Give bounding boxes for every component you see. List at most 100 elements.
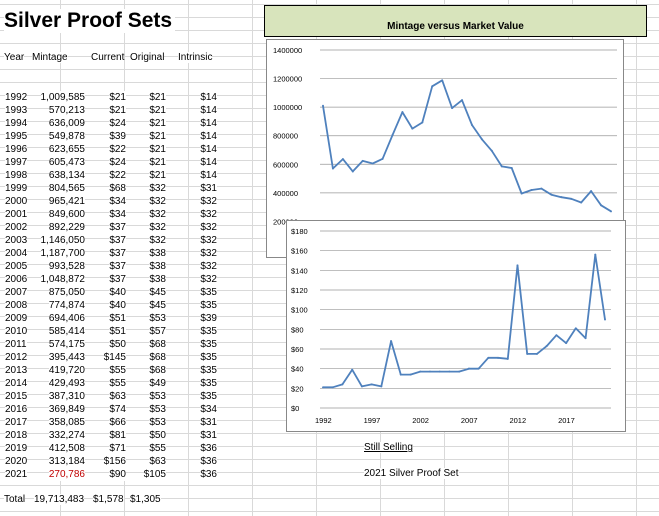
cell-year[interactable]: 1995 xyxy=(5,130,28,143)
cell-intrinsic[interactable]: $35 xyxy=(200,338,217,351)
cell-intrinsic[interactable]: $32 xyxy=(200,195,217,208)
cell-year[interactable]: 2017 xyxy=(5,416,28,429)
cell-mintage[interactable]: 313,184 xyxy=(48,455,85,468)
cell-original[interactable]: $32 xyxy=(149,221,166,234)
cell-current[interactable]: $145 xyxy=(103,351,126,364)
cell-original[interactable]: $105 xyxy=(143,468,166,481)
cell-intrinsic[interactable]: $35 xyxy=(200,299,217,312)
cell-year[interactable]: 2000 xyxy=(5,195,28,208)
cell-year[interactable]: 2001 xyxy=(5,208,28,221)
cell-original[interactable]: $21 xyxy=(149,104,166,117)
cell-mintage[interactable]: 574,175 xyxy=(48,338,85,351)
cell-original[interactable]: $32 xyxy=(149,195,166,208)
cell-year[interactable]: 2006 xyxy=(5,273,28,286)
cell-mintage[interactable]: 429,493 xyxy=(48,377,85,390)
cell-original[interactable]: $68 xyxy=(149,364,166,377)
cell-mintage[interactable]: 1,187,700 xyxy=(40,247,85,260)
cell-year[interactable]: 2004 xyxy=(5,247,28,260)
cell-mintage[interactable]: 1,146,050 xyxy=(40,234,85,247)
cell-mintage[interactable]: 395,443 xyxy=(48,351,85,364)
cell-year[interactable]: 1993 xyxy=(5,104,28,117)
cell-original[interactable]: $53 xyxy=(149,403,166,416)
cell-intrinsic[interactable]: $31 xyxy=(200,182,217,195)
cell-intrinsic[interactable]: $14 xyxy=(200,117,217,130)
cell-mintage[interactable]: 1,009,585 xyxy=(40,91,85,104)
cell-mintage[interactable]: 585,414 xyxy=(48,325,85,338)
cell-mintage[interactable]: 1,048,872 xyxy=(40,273,85,286)
cell-intrinsic[interactable]: $32 xyxy=(200,273,217,286)
cell-mintage[interactable]: 369,849 xyxy=(48,403,85,416)
cell-mintage[interactable]: 993,528 xyxy=(48,260,85,273)
cell-current[interactable]: $50 xyxy=(109,338,126,351)
cell-current[interactable]: $37 xyxy=(109,234,126,247)
cell-mintage[interactable]: 332,274 xyxy=(48,429,85,442)
cell-intrinsic[interactable]: $32 xyxy=(200,260,217,273)
cell-original[interactable]: $32 xyxy=(149,182,166,195)
cell-year[interactable]: 2018 xyxy=(5,429,28,442)
cell-original[interactable]: $38 xyxy=(149,247,166,260)
cell-current[interactable]: $22 xyxy=(109,143,126,156)
cell-current[interactable]: $66 xyxy=(109,416,126,429)
cell-original[interactable]: $21 xyxy=(149,130,166,143)
cell-mintage[interactable]: 892,229 xyxy=(48,221,85,234)
cell-year[interactable]: 2009 xyxy=(5,312,28,325)
cell-mintage[interactable]: 636,009 xyxy=(48,117,85,130)
chart-title[interactable]: Mintage versus Market Value xyxy=(264,5,647,37)
cell-mintage[interactable]: 849,600 xyxy=(48,208,85,221)
cell-original[interactable]: $53 xyxy=(149,390,166,403)
cell-mintage[interactable]: 638,134 xyxy=(48,169,85,182)
cell-year[interactable]: 1998 xyxy=(5,169,28,182)
cell-year[interactable]: 2015 xyxy=(5,390,28,403)
cell-current[interactable]: $90 xyxy=(109,468,126,481)
cell-year[interactable]: 2014 xyxy=(5,377,28,390)
cell-current[interactable]: $24 xyxy=(109,156,126,169)
cell-current[interactable]: $74 xyxy=(109,403,126,416)
cell-current[interactable]: $34 xyxy=(109,208,126,221)
cell-intrinsic[interactable]: $31 xyxy=(200,429,217,442)
cell-current[interactable]: $39 xyxy=(109,130,126,143)
cell-intrinsic[interactable]: $34 xyxy=(200,403,217,416)
cell-year[interactable]: 2011 xyxy=(5,338,27,351)
cell-mintage[interactable]: 387,310 xyxy=(48,390,85,403)
cell-original[interactable]: $68 xyxy=(149,351,166,364)
cell-current[interactable]: $37 xyxy=(109,273,126,286)
cell-intrinsic[interactable]: $35 xyxy=(200,390,217,403)
cell-mintage[interactable]: 419,720 xyxy=(48,364,85,377)
cell-mintage[interactable]: 774,874 xyxy=(48,299,85,312)
still-selling-link[interactable]: Still Selling xyxy=(364,442,413,453)
cell-original[interactable]: $55 xyxy=(149,442,166,455)
cell-year[interactable]: 2010 xyxy=(5,325,28,338)
cell-mintage[interactable]: 570,213 xyxy=(48,104,85,117)
cell-current[interactable]: $81 xyxy=(109,429,126,442)
cell-original[interactable]: $53 xyxy=(149,416,166,429)
cell-intrinsic[interactable]: $32 xyxy=(200,234,217,247)
cell-intrinsic[interactable]: $14 xyxy=(200,156,217,169)
cell-mintage[interactable]: 605,473 xyxy=(48,156,85,169)
cell-mintage[interactable]: 875,050 xyxy=(48,286,85,299)
cell-year[interactable]: 2005 xyxy=(5,260,28,273)
cell-intrinsic[interactable]: $31 xyxy=(200,416,217,429)
cell-intrinsic[interactable]: $14 xyxy=(200,169,217,182)
cell-current[interactable]: $24 xyxy=(109,117,126,130)
cell-year[interactable]: 2002 xyxy=(5,221,28,234)
cell-current[interactable]: $21 xyxy=(109,91,126,104)
cell-intrinsic[interactable]: $35 xyxy=(200,325,217,338)
cell-year[interactable]: 2007 xyxy=(5,286,28,299)
cell-intrinsic[interactable]: $36 xyxy=(200,442,217,455)
cell-current[interactable]: $40 xyxy=(109,286,126,299)
cell-mintage[interactable]: 549,878 xyxy=(48,130,85,143)
cell-current[interactable]: $34 xyxy=(109,195,126,208)
cell-year[interactable]: 2008 xyxy=(5,299,28,312)
cell-year[interactable]: 1997 xyxy=(5,156,28,169)
cell-intrinsic[interactable]: $14 xyxy=(200,104,217,117)
cell-mintage[interactable]: 270,786 xyxy=(48,468,85,481)
cell-original[interactable]: $38 xyxy=(149,260,166,273)
cell-intrinsic[interactable]: $14 xyxy=(200,130,217,143)
market-value-chart[interactable]: $180 $160 $140 $120 $100 $80 $60 $40 $20 $0 1992 19… xyxy=(286,220,626,432)
cell-intrinsic[interactable]: $35 xyxy=(200,351,217,364)
cell-original[interactable]: $53 xyxy=(149,312,166,325)
cell-original[interactable]: $21 xyxy=(149,91,166,104)
cell-year[interactable]: 2020 xyxy=(5,455,28,468)
cell-original[interactable]: $21 xyxy=(149,169,166,182)
cell-intrinsic[interactable]: $36 xyxy=(200,455,217,468)
